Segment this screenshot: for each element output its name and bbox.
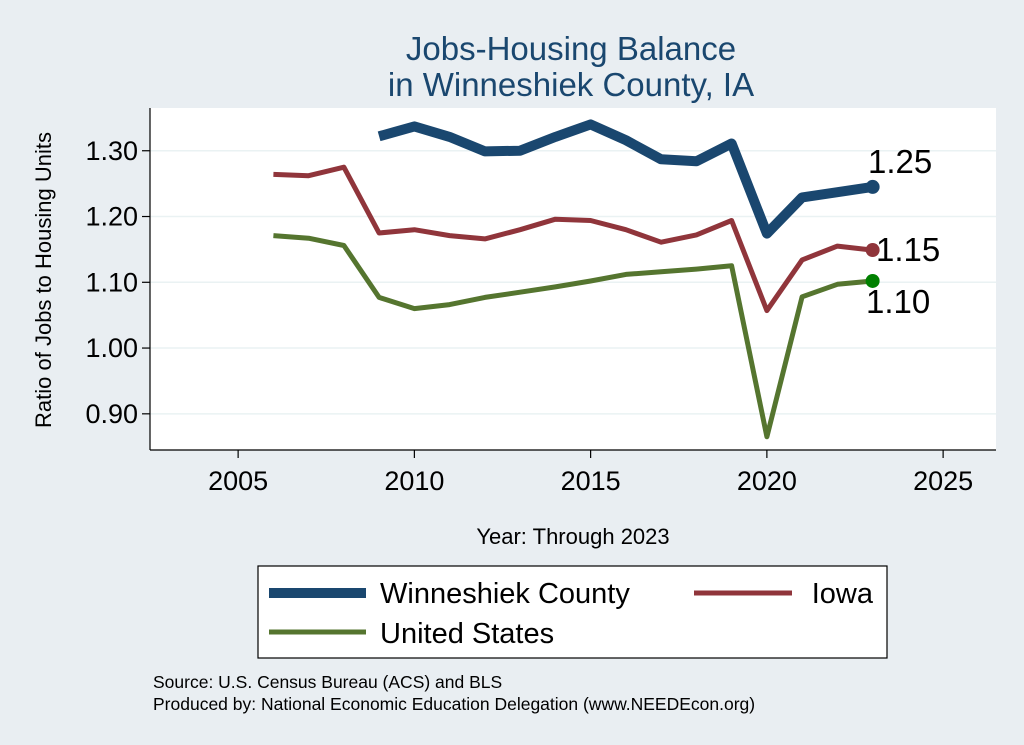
legend-box bbox=[257, 565, 888, 659]
y-axis-ticks: 0.90 1.00 1.10 1.20 1.30 bbox=[85, 136, 150, 429]
legend-item-winneshiek: Winneshiek County bbox=[269, 578, 630, 610]
end-point-united-states bbox=[865, 273, 880, 288]
x-tick-label: 2015 bbox=[561, 466, 621, 496]
end-labels: 1.25 1.15 1.10 bbox=[866, 143, 940, 320]
legend-label-united-states: United States bbox=[380, 618, 554, 650]
end-point-iowa bbox=[865, 243, 880, 258]
y-tick-label: 1.00 bbox=[85, 333, 138, 363]
series-line-iowa bbox=[273, 164, 873, 314]
series-line-united-states bbox=[273, 233, 873, 440]
plot-area bbox=[150, 108, 996, 450]
x-tick-label: 2020 bbox=[737, 466, 797, 496]
legend-item-iowa: Iowa bbox=[694, 578, 874, 610]
producer-note: Produced by: National Economic Education… bbox=[153, 694, 755, 714]
source-note: Source: U.S. Census Bureau (ACS) and BLS bbox=[153, 672, 502, 692]
x-axis-ticks: 2005 2010 2015 2020 2025 bbox=[208, 450, 973, 496]
series-line-winneshiek bbox=[377, 119, 874, 239]
legend-label-iowa: Iowa bbox=[812, 578, 874, 610]
x-tick-label: 2005 bbox=[208, 466, 268, 496]
series-group bbox=[273, 119, 880, 440]
x-tick-label: 2010 bbox=[384, 466, 444, 496]
y-tick-label: 1.30 bbox=[85, 136, 138, 166]
y-tick-label: 0.90 bbox=[85, 399, 138, 429]
end-label-united-states: 1.10 bbox=[866, 283, 930, 320]
end-label-winneshiek: 1.25 bbox=[868, 143, 932, 180]
chart-title-line-2: in Winneshiek County, IA bbox=[388, 66, 754, 103]
end-point-winneshiek bbox=[865, 179, 880, 194]
legend-item-united-states: United States bbox=[269, 618, 554, 650]
x-axis-label: Year: Through 2023 bbox=[476, 524, 669, 549]
end-label-iowa: 1.15 bbox=[876, 231, 940, 268]
y-tick-label: 1.10 bbox=[85, 267, 138, 297]
legend-label-winneshiek: Winneshiek County bbox=[380, 578, 630, 610]
x-tick-label: 2025 bbox=[913, 466, 973, 496]
y-axis-label: Ratio of Jobs to Housing Units bbox=[31, 132, 56, 428]
chart-title-line-1: Jobs-Housing Balance bbox=[406, 30, 736, 67]
y-tick-label: 1.20 bbox=[85, 202, 138, 232]
